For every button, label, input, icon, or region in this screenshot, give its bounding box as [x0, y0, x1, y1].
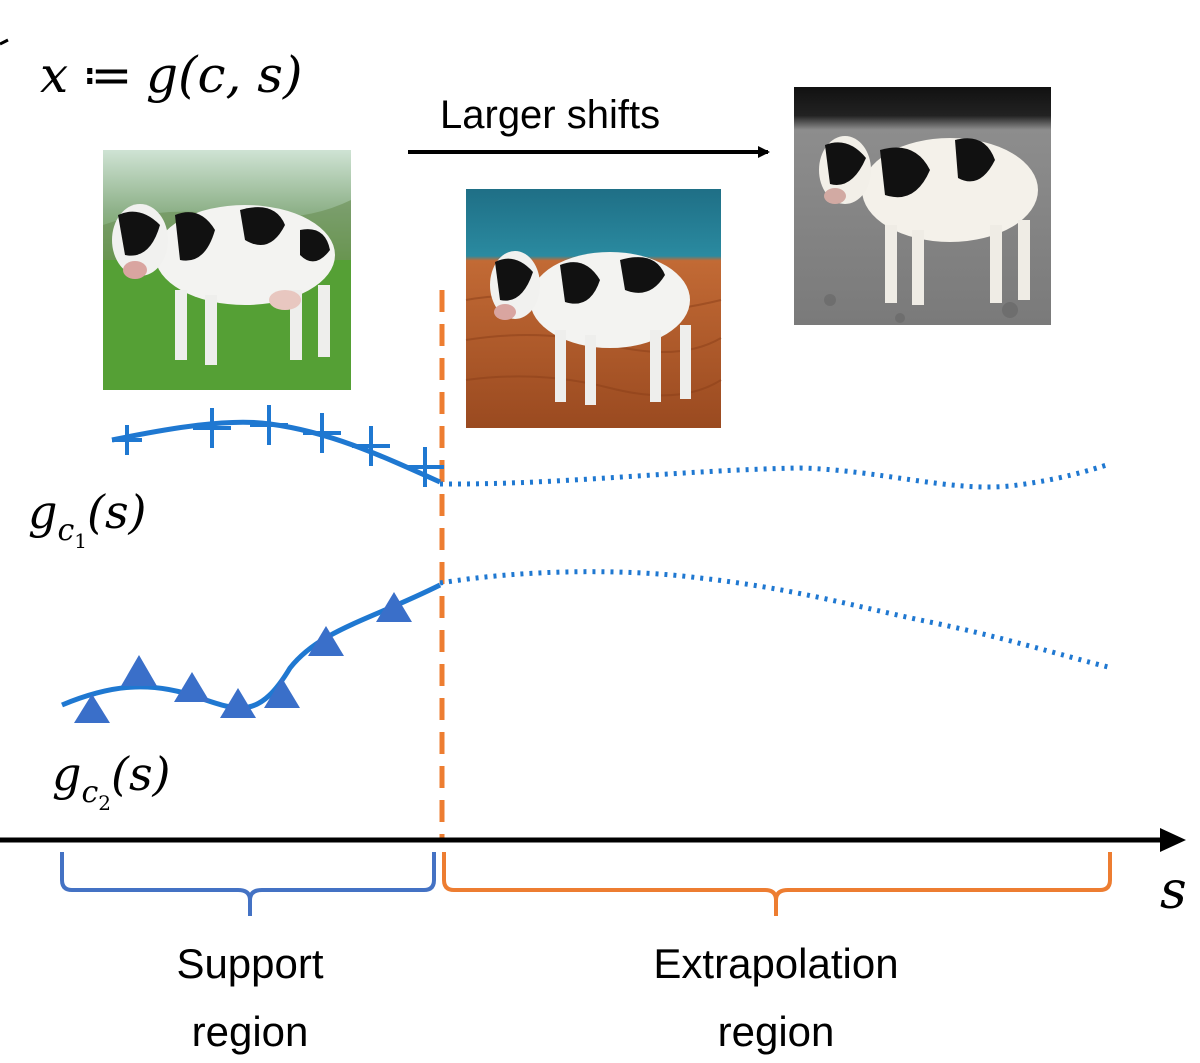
curve-1-label: gc1(s)	[28, 485, 147, 553]
triangle-marker	[308, 626, 344, 656]
plus-marker	[193, 408, 231, 448]
curve-1-markers	[112, 405, 444, 487]
plus-marker	[352, 426, 390, 466]
curve-1-fit	[111, 419, 442, 485]
triangle-marker	[74, 694, 110, 723]
curve-2-label: gc2(s)	[52, 747, 171, 815]
plus-marker	[303, 413, 341, 453]
curve-1-extrapolation	[439, 461, 1111, 490]
extrapolation-bracket	[442, 852, 1112, 916]
formula: x ≔ g(c, s)	[40, 46, 302, 104]
extrapolation-region-label-line2: region	[718, 1008, 835, 1055]
triangle-marker	[174, 672, 210, 702]
curve-2-fit	[61, 582, 442, 711]
plus-marker	[250, 405, 288, 445]
cow-on-moon-image	[794, 87, 1051, 325]
cow-on-desert-image	[465, 189, 722, 428]
triangle-marker	[121, 655, 157, 686]
triangle-marker	[264, 678, 300, 708]
plus-marker	[406, 447, 444, 487]
cow-on-grass-image	[103, 150, 351, 390]
support-bracket	[60, 852, 436, 916]
formula-op: ≔	[68, 47, 146, 103]
formula-lhs: x	[40, 46, 68, 104]
corner-mark	[0, 38, 9, 46]
extrapolation-region-label-line1: Extrapolation	[653, 940, 898, 987]
curve-2-markers	[74, 592, 412, 723]
s-axis-arrowhead	[1160, 828, 1186, 852]
arrow-label: Larger shifts	[440, 93, 660, 137]
formula-rhs: g(c, s)	[146, 46, 302, 104]
plus-marker	[112, 425, 142, 455]
support-region-label-line2: region	[192, 1008, 309, 1055]
support-region-label-line1: Support	[176, 940, 323, 987]
triangle-marker	[220, 688, 256, 718]
curve-2-extrapolation	[439, 569, 1113, 671]
axis-label: s	[1160, 861, 1187, 921]
triangle-marker	[376, 592, 412, 622]
